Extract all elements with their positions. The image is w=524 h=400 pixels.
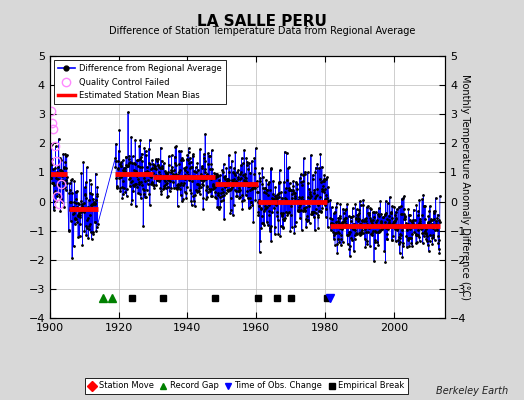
Text: Difference of Station Temperature Data from Regional Average: Difference of Station Temperature Data f… — [109, 26, 415, 36]
Y-axis label: Monthly Temperature Anomaly Difference (°C): Monthly Temperature Anomaly Difference (… — [460, 74, 470, 300]
Text: LA SALLE PERU: LA SALLE PERU — [197, 14, 327, 29]
Legend: Difference from Regional Average, Quality Control Failed, Estimated Station Mean: Difference from Regional Average, Qualit… — [54, 60, 226, 104]
Text: Berkeley Earth: Berkeley Earth — [436, 386, 508, 396]
Legend: Station Move, Record Gap, Time of Obs. Change, Empirical Break: Station Move, Record Gap, Time of Obs. C… — [85, 378, 408, 394]
